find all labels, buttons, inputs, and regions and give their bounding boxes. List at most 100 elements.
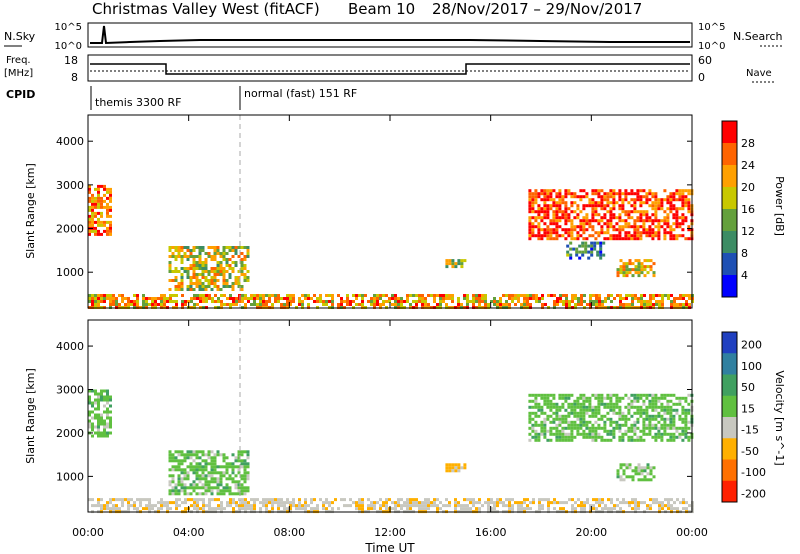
velocity-cell xyxy=(652,501,655,505)
power-cell xyxy=(555,210,559,214)
power-cell xyxy=(612,225,616,229)
power-cell xyxy=(642,189,646,193)
power-cell xyxy=(195,261,199,264)
velocity-cell xyxy=(201,468,205,472)
power-cell xyxy=(451,300,454,303)
velocity-cell xyxy=(213,456,217,460)
velocity-cell xyxy=(618,429,622,433)
velocity-cell xyxy=(619,475,623,479)
velocity-cell xyxy=(397,498,400,502)
power-cell xyxy=(546,204,550,208)
velocity-cell xyxy=(564,414,568,418)
power-cell xyxy=(639,216,643,220)
velocity-cell xyxy=(555,408,559,412)
power-cell xyxy=(528,234,532,238)
velocity-cell xyxy=(520,501,523,505)
power-cell xyxy=(213,246,217,249)
velocity-cell xyxy=(97,419,100,423)
power-cell xyxy=(618,204,622,208)
power-cell xyxy=(240,288,244,291)
power-cell xyxy=(222,276,226,279)
velocity-cell xyxy=(421,507,424,511)
power-cell xyxy=(546,195,550,199)
power-cell xyxy=(619,268,623,272)
power-cell xyxy=(625,274,629,278)
velocity-cell xyxy=(180,468,184,472)
velocity-cell xyxy=(660,402,664,406)
velocity-cell xyxy=(394,504,397,508)
velocity-cell xyxy=(612,402,616,406)
velocity-cell xyxy=(195,471,199,475)
velocity-cell xyxy=(180,477,184,481)
power-cell xyxy=(231,246,235,249)
velocity-cell xyxy=(609,432,613,436)
velocity-cell xyxy=(609,402,613,406)
power-cell xyxy=(654,225,658,229)
velocity-cell xyxy=(609,396,613,400)
power-cell xyxy=(652,271,656,275)
velocity-cell xyxy=(546,393,550,397)
velocity-cell xyxy=(237,471,241,475)
power-cell xyxy=(109,187,112,191)
velocity-cell xyxy=(436,498,439,502)
velocity-cell xyxy=(664,504,667,508)
power-cell xyxy=(633,237,637,241)
velocity-cell xyxy=(91,404,94,408)
velocity-cell xyxy=(487,498,490,502)
velocity-cell xyxy=(585,399,589,403)
power-cell xyxy=(292,297,295,300)
velocity-cell xyxy=(651,396,655,400)
power-cell xyxy=(454,262,458,266)
velocity-cell xyxy=(669,399,673,403)
velocity-cell xyxy=(585,420,589,424)
velocity-cell xyxy=(528,426,532,430)
power-cell xyxy=(678,192,682,196)
power-cell xyxy=(577,297,580,300)
power-cell xyxy=(633,198,637,202)
power-cell xyxy=(612,201,616,205)
power-cell xyxy=(463,294,466,297)
velocity-cell xyxy=(490,507,493,511)
power-cell xyxy=(606,228,610,232)
velocity-cell xyxy=(561,429,565,433)
power-cell xyxy=(585,216,589,220)
power-cell xyxy=(571,297,574,300)
power-colorbar-segment xyxy=(722,231,737,254)
velocity-cell xyxy=(531,399,535,403)
velocity-cell xyxy=(672,420,676,424)
power-cell xyxy=(649,259,653,263)
power-cell xyxy=(127,297,130,300)
velocity-cell xyxy=(171,477,175,481)
velocity-cell xyxy=(228,486,232,490)
velocity-cell xyxy=(238,498,241,502)
velocity-cell xyxy=(487,504,490,508)
velocity-cell xyxy=(654,432,658,436)
power-cell xyxy=(133,294,136,297)
power-cell xyxy=(106,208,109,212)
velocity-cell xyxy=(237,489,241,493)
velocity-cell xyxy=(97,422,100,426)
velocity-cell xyxy=(175,507,178,511)
power-cell xyxy=(553,294,556,297)
power-cell xyxy=(207,252,211,255)
velocity-cell xyxy=(247,507,250,511)
velocity-cell xyxy=(231,468,235,472)
velocity-cell xyxy=(669,417,673,421)
power-cell xyxy=(636,231,640,235)
power-cell xyxy=(681,189,685,193)
velocity-cell xyxy=(286,507,289,511)
velocity-cell xyxy=(373,501,376,505)
power-cell xyxy=(582,195,586,199)
power-cell xyxy=(596,253,600,257)
velocity-cell xyxy=(672,432,676,436)
velocity-cell xyxy=(490,498,493,502)
power-cell xyxy=(594,213,598,217)
power-cell xyxy=(657,219,661,223)
velocity-cell xyxy=(633,411,637,415)
velocity-cell xyxy=(589,507,592,511)
power-cell xyxy=(589,297,592,300)
power-cell xyxy=(243,279,247,282)
power-cell xyxy=(204,252,208,255)
power-cell xyxy=(231,282,235,285)
velocity-cell xyxy=(624,432,628,436)
